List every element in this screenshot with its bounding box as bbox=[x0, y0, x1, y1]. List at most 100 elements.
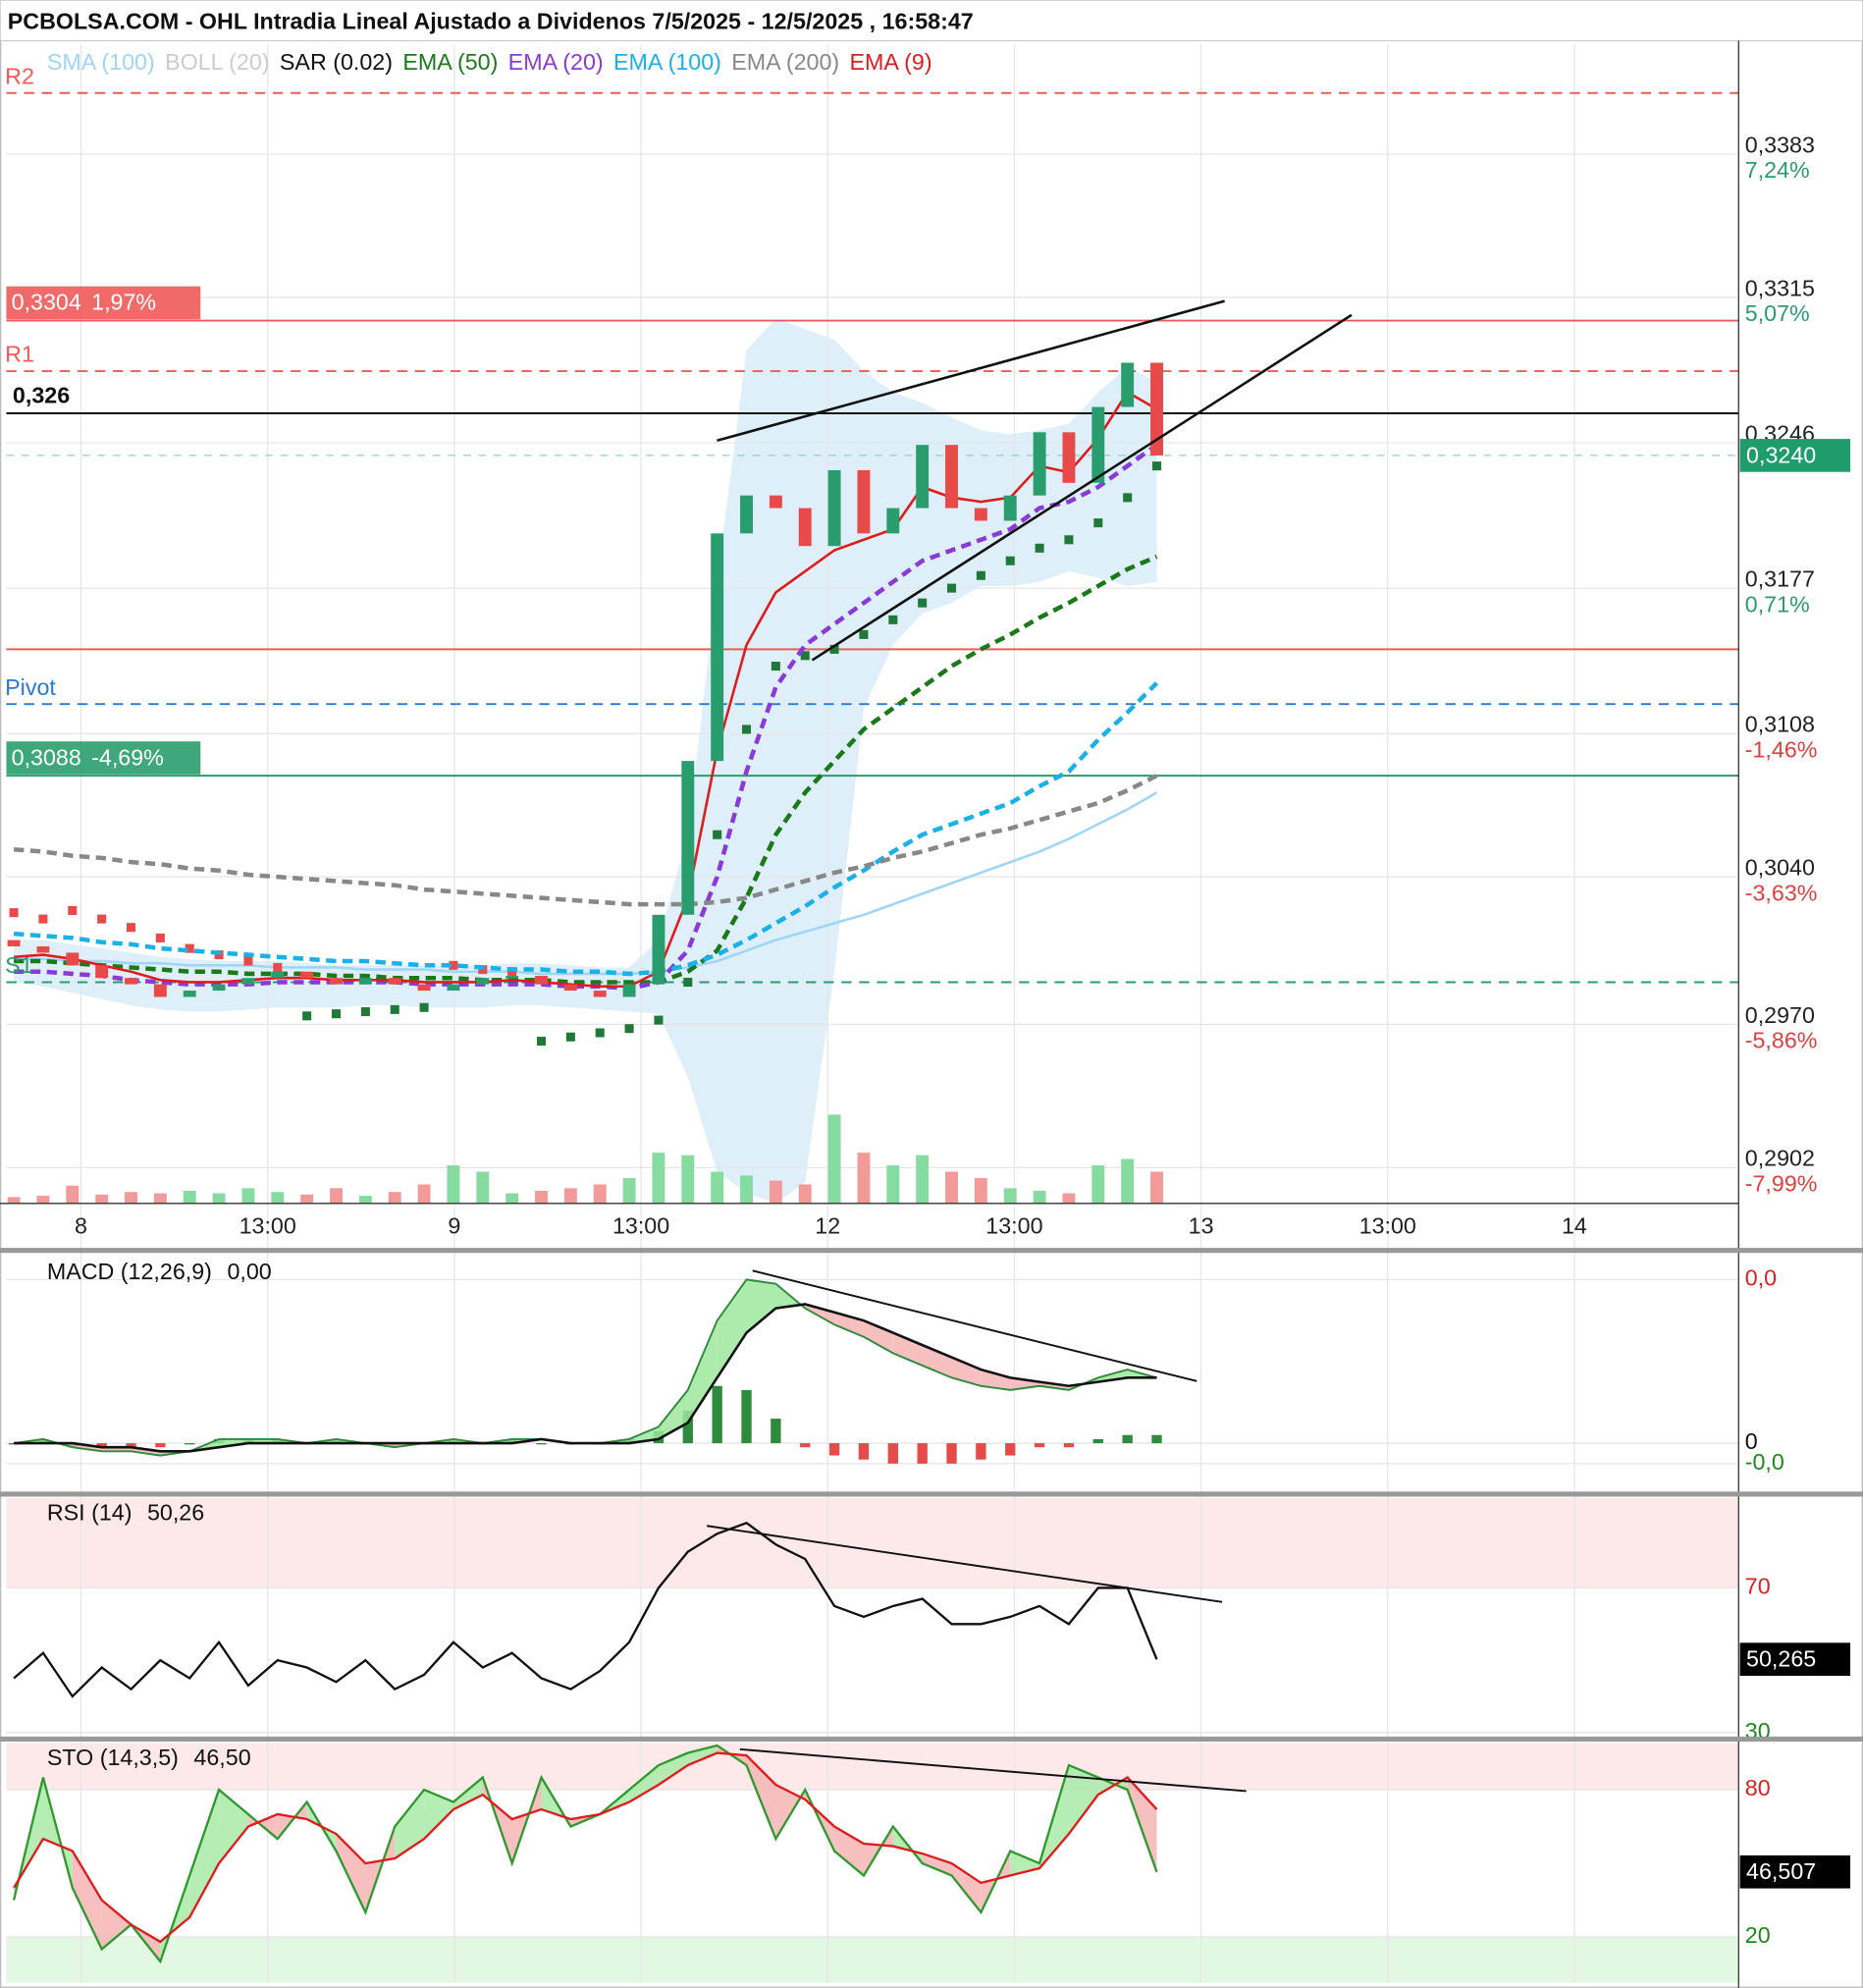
panel-separator bbox=[0, 1736, 1863, 1743]
volume-bar bbox=[622, 1177, 636, 1204]
histogram-bar bbox=[155, 1443, 166, 1448]
d-line bbox=[13, 1751, 1158, 1944]
last-value-box bbox=[1739, 439, 1851, 472]
indicator-name: MACD (12,26,9) bbox=[47, 1259, 212, 1284]
histogram-bar bbox=[1151, 1434, 1162, 1444]
volume-bar bbox=[798, 1184, 812, 1204]
sar-dot bbox=[800, 651, 810, 661]
fill-between bbox=[746, 1279, 776, 1333]
candle bbox=[1121, 362, 1135, 407]
sar-dot bbox=[771, 662, 780, 672]
histogram-bar bbox=[712, 1385, 722, 1444]
chart-title: PCBOLSA.COM - OHL Intradia Lineal Ajusta… bbox=[8, 9, 974, 34]
pct-label: 7,24% bbox=[1745, 157, 1810, 183]
sar-dot bbox=[1064, 535, 1074, 545]
sar-dot bbox=[946, 583, 957, 593]
fill-between bbox=[1097, 1370, 1128, 1382]
volume-bar bbox=[358, 1196, 372, 1204]
fill-between bbox=[687, 1320, 718, 1424]
candle bbox=[476, 978, 490, 985]
x-tick-label: 13:00 bbox=[985, 1213, 1042, 1239]
legend-entry: SAR (0.02) bbox=[280, 49, 393, 75]
fill-between bbox=[775, 1283, 806, 1309]
candle bbox=[417, 984, 431, 992]
sar-dot bbox=[155, 933, 165, 942]
x-tick-label: 13:00 bbox=[1359, 1213, 1416, 1239]
volume-bar bbox=[183, 1190, 196, 1204]
last-value-label: 0,3240 bbox=[1746, 442, 1816, 467]
sar-dot bbox=[302, 1011, 312, 1021]
volume-bar bbox=[95, 1194, 109, 1204]
x-tick-label: 8 bbox=[75, 1213, 87, 1239]
volume-bar bbox=[506, 1193, 519, 1204]
histogram-bar bbox=[96, 1443, 107, 1448]
sar-dot bbox=[68, 905, 78, 916]
candle bbox=[681, 761, 695, 915]
volume-bar bbox=[447, 1165, 460, 1204]
candle bbox=[593, 991, 607, 997]
candle bbox=[330, 978, 343, 985]
x-tick-label: 9 bbox=[448, 1213, 460, 1239]
level-box bbox=[6, 286, 201, 320]
volume-bar bbox=[769, 1180, 782, 1204]
title-bar bbox=[0, 0, 1863, 42]
marks bbox=[7, 362, 1163, 1964]
last-value-box bbox=[1739, 1854, 1851, 1889]
sar-dot bbox=[419, 1002, 429, 1012]
y-tick-label: 0,3177 bbox=[1745, 566, 1815, 592]
candle bbox=[1062, 432, 1076, 483]
candle bbox=[7, 940, 21, 946]
candle bbox=[212, 984, 226, 992]
indicator-value: 46,50 bbox=[193, 1745, 250, 1770]
volume-bar bbox=[1062, 1193, 1076, 1204]
fill-between bbox=[658, 1752, 688, 1786]
histogram-bar bbox=[8, 1443, 20, 1445]
sar-dot bbox=[624, 1024, 634, 1034]
histogram-bar bbox=[1092, 1438, 1103, 1444]
indicator-line bbox=[13, 774, 1158, 907]
fill-between bbox=[922, 1345, 952, 1378]
fill-between bbox=[452, 1777, 483, 1810]
volume-bar bbox=[66, 1185, 80, 1204]
volume-bar bbox=[711, 1171, 724, 1204]
fill-between bbox=[834, 1826, 864, 1876]
histogram-bar bbox=[185, 1443, 195, 1445]
volume-bar bbox=[212, 1193, 226, 1204]
volume-bar bbox=[271, 1192, 285, 1204]
candle bbox=[1003, 495, 1017, 521]
y-tick-label: 0,2902 bbox=[1745, 1146, 1815, 1171]
candle bbox=[66, 952, 80, 966]
candle bbox=[740, 495, 753, 534]
fill-between bbox=[101, 1900, 132, 1950]
candle bbox=[1033, 432, 1046, 496]
histogram-bar bbox=[976, 1443, 986, 1460]
volume-bar bbox=[1150, 1171, 1163, 1204]
fill-between bbox=[1068, 1765, 1098, 1835]
y-tick-label: 0,0 bbox=[1745, 1265, 1777, 1291]
volume-bar bbox=[125, 1192, 137, 1204]
volume-bar bbox=[945, 1171, 958, 1204]
sar-dot bbox=[741, 725, 752, 734]
histogram-bar bbox=[946, 1443, 957, 1464]
volume-bar bbox=[827, 1114, 841, 1204]
candle bbox=[798, 508, 812, 547]
candle bbox=[827, 469, 841, 547]
level-name: R2 bbox=[5, 63, 34, 88]
indicator-line bbox=[14, 791, 1158, 976]
fill-between bbox=[863, 1320, 893, 1354]
histogram-bar bbox=[126, 1443, 136, 1448]
last-value-box bbox=[1739, 1642, 1851, 1676]
sar-dot bbox=[829, 644, 839, 654]
volume-bar bbox=[886, 1165, 900, 1204]
volume-bar bbox=[857, 1153, 871, 1204]
volume-bar bbox=[740, 1175, 753, 1204]
candle bbox=[447, 984, 460, 992]
pct-label: 5,07% bbox=[1745, 300, 1810, 326]
trendline bbox=[752, 1269, 1198, 1382]
panel-separator bbox=[0, 1248, 1863, 1254]
level-name: Pivot bbox=[5, 674, 56, 700]
candle bbox=[1091, 406, 1105, 483]
sar-dot bbox=[38, 914, 48, 924]
last-value-label: 50,265 bbox=[1746, 1646, 1816, 1672]
